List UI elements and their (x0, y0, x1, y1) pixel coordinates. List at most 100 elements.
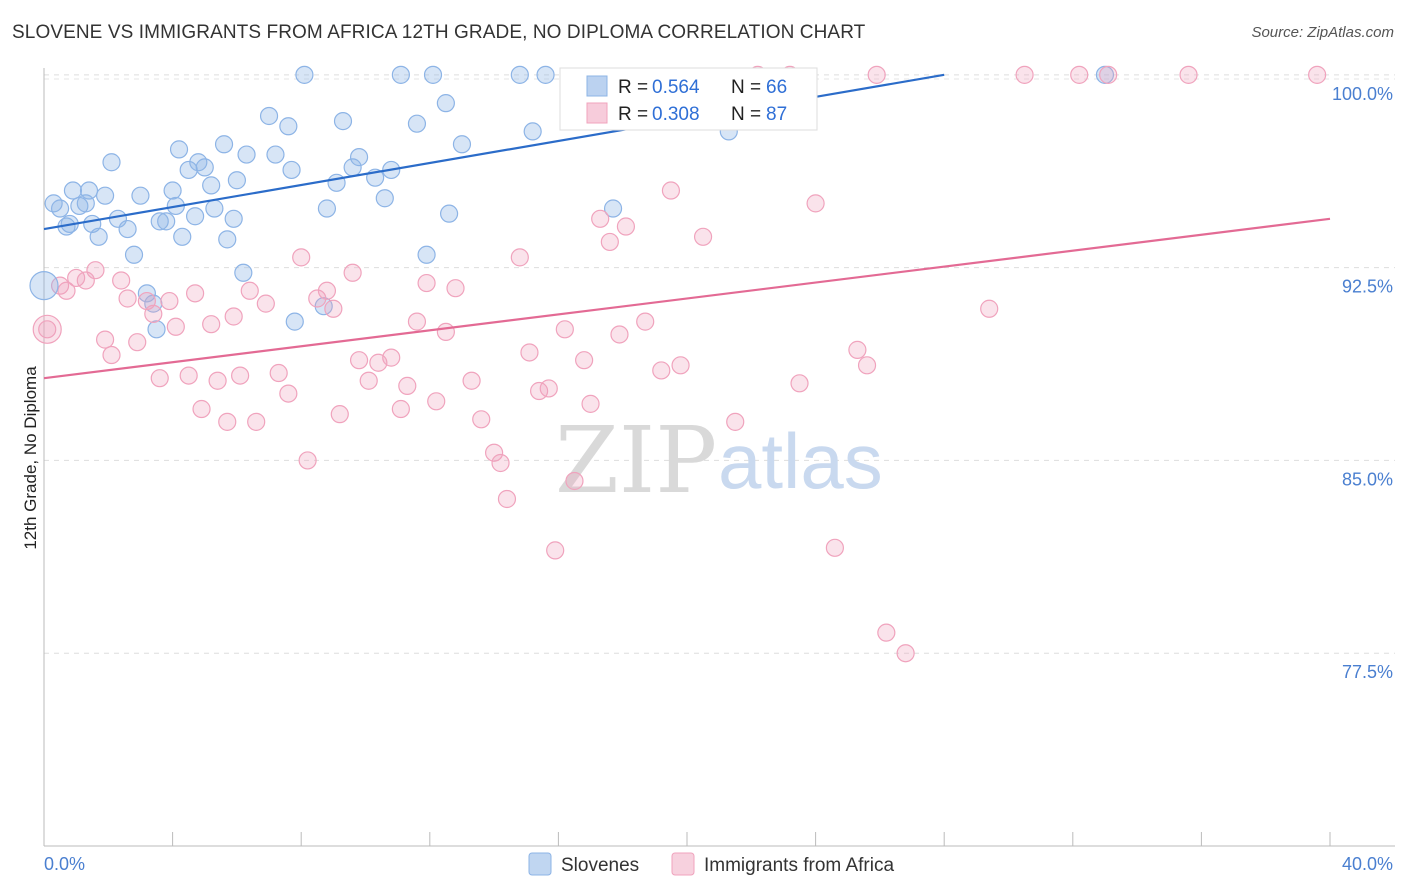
point-africa (95, 330, 115, 349)
point-africa (192, 399, 211, 419)
point-slovenes (523, 122, 542, 141)
point-africa (298, 451, 317, 470)
series-swatch-africa (671, 852, 695, 876)
series-label-slovenes: Slovenes (561, 855, 639, 876)
point-slovenes (173, 227, 192, 246)
series-legend: Slovenes Immigrants from Africa (528, 852, 894, 876)
point-africa (391, 399, 410, 419)
point-africa (240, 281, 259, 300)
point-africa (1099, 65, 1118, 84)
point-africa (520, 343, 539, 362)
legend-n-label-1: N = (731, 77, 761, 98)
point-slovenes (202, 176, 221, 195)
point-slovenes (195, 158, 214, 177)
point-africa (661, 181, 681, 200)
point-slovenes (163, 181, 182, 200)
point-slovenes (169, 140, 189, 159)
point-slovenes (147, 320, 166, 339)
point-africa (539, 379, 558, 398)
point-slovenes (407, 114, 427, 133)
point-africa (427, 392, 446, 411)
point-africa (1015, 65, 1034, 84)
point-slovenes (391, 65, 410, 84)
point-slovenes (285, 312, 304, 331)
point-africa (693, 227, 713, 246)
point-slovenes (150, 212, 169, 231)
point-africa (102, 345, 121, 365)
y-tick-label: 85.0% (1342, 469, 1393, 489)
point-slovenes (102, 153, 121, 172)
point-africa (671, 356, 690, 375)
point-slovenes (436, 94, 455, 113)
point-africa (308, 289, 327, 308)
legend-swatch-slovenes (586, 75, 608, 97)
point-africa (256, 294, 275, 313)
point-africa (472, 410, 491, 429)
point-slovenes (417, 245, 436, 264)
point-africa (38, 320, 57, 339)
point-africa (112, 271, 131, 290)
point-slovenes (95, 186, 115, 205)
data-points (29, 65, 1327, 663)
point-slovenes (137, 284, 156, 303)
series-swatch-slovenes (528, 852, 552, 876)
point-africa (144, 304, 163, 324)
point-slovenes (510, 65, 529, 84)
point-africa (382, 348, 401, 367)
legend-r-value-2: 0.308 (652, 104, 700, 125)
point-slovenes (279, 117, 298, 136)
point-africa (446, 279, 465, 298)
legend-swatch-africa (586, 102, 608, 124)
point-africa (1179, 65, 1198, 84)
legend-n-label-2: N = (731, 104, 761, 125)
point-slovenes-large (29, 271, 59, 301)
point-slovenes (423, 65, 443, 84)
legend-r-label-2: R = (618, 104, 648, 125)
point-slovenes (295, 65, 314, 84)
point-slovenes (266, 145, 285, 164)
point-slovenes (227, 171, 246, 190)
y-axis-label: 12th Grade, No Diploma (21, 366, 40, 550)
point-africa (324, 299, 343, 318)
point-africa (575, 351, 594, 370)
watermark-zip: ZIP (555, 407, 717, 514)
point-africa (118, 289, 137, 308)
point-africa (610, 325, 629, 344)
legend-n-value-1: 66 (766, 77, 787, 98)
point-africa (825, 538, 844, 557)
point-africa (202, 315, 221, 334)
y-tick-label: 92.5% (1342, 277, 1393, 297)
point-slovenes (205, 199, 224, 218)
point-africa (600, 232, 619, 252)
point-slovenes (317, 199, 337, 218)
point-africa (417, 273, 436, 293)
point-africa (510, 248, 529, 267)
point-africa (269, 363, 288, 383)
point-africa (1070, 65, 1089, 84)
point-slovenes (237, 145, 256, 164)
point-africa (359, 371, 378, 390)
point-africa (726, 412, 745, 431)
point-slovenes (603, 199, 623, 218)
y-tick-label: 100.0% (1332, 84, 1393, 104)
point-africa (436, 322, 455, 342)
point-africa (877, 623, 896, 642)
point-africa (231, 366, 250, 385)
x-tick-label: 40.0% (1342, 854, 1393, 874)
point-africa (636, 312, 655, 331)
point-slovenes (375, 189, 394, 208)
point-africa-large (32, 314, 62, 344)
point-slovenes (63, 181, 83, 200)
point-africa (491, 453, 510, 473)
point-africa (166, 317, 185, 336)
point-africa (867, 65, 886, 84)
point-slovenes (234, 263, 253, 282)
axes (43, 68, 1395, 847)
point-africa (790, 374, 809, 393)
point-slovenes (349, 148, 369, 167)
point-africa (224, 307, 243, 326)
x-tick-labels: 0.0% 40.0% (44, 854, 1393, 874)
point-africa (279, 384, 298, 403)
point-africa (652, 361, 671, 380)
point-africa (581, 394, 600, 413)
